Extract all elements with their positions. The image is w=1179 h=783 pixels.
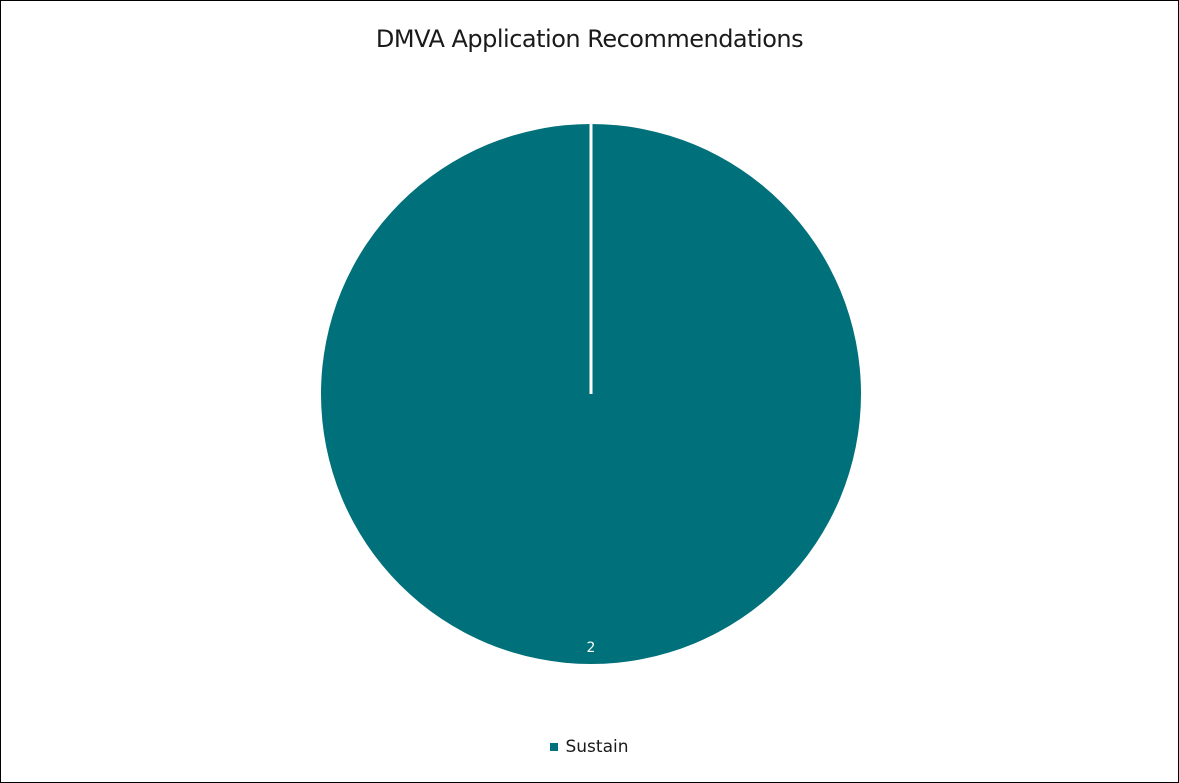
chart-title: DMVA Application Recommendations bbox=[375, 25, 804, 53]
legend: Sustain bbox=[1, 737, 1178, 757]
legend-swatch bbox=[550, 743, 559, 751]
data-label: 2 bbox=[587, 640, 596, 656]
legend-item: Sustain bbox=[550, 737, 629, 757]
pie-slices bbox=[321, 124, 861, 664]
pie-data-labels: 2 bbox=[587, 640, 596, 656]
legend-label: Sustain bbox=[565, 737, 629, 757]
